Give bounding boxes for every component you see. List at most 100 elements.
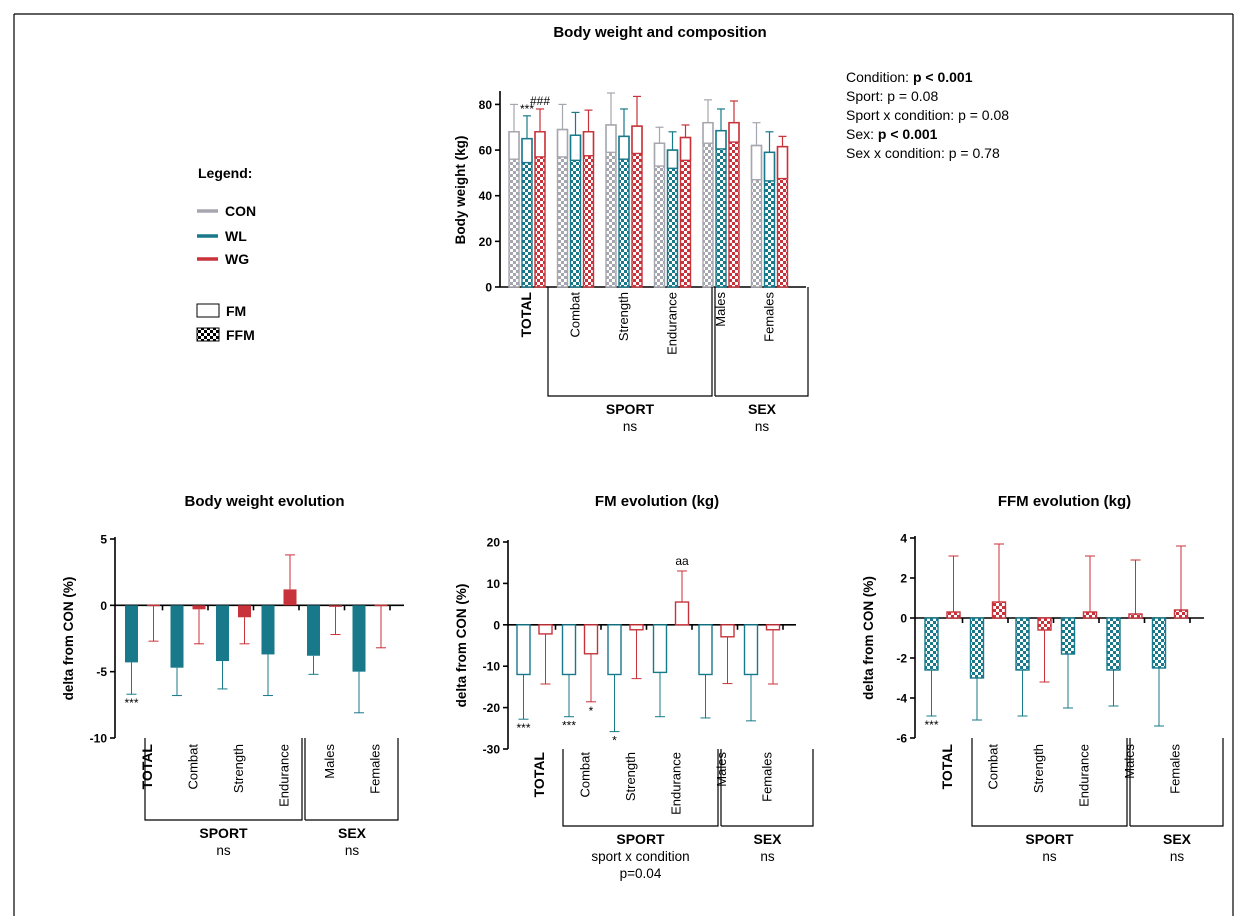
bar bbox=[629, 624, 644, 631]
fm-y-tick-label: 20 bbox=[487, 536, 501, 550]
bw-y-tick-label: -10 bbox=[90, 732, 108, 746]
group-sublabel-sport: ns bbox=[623, 419, 638, 434]
bar bbox=[374, 604, 388, 607]
x-category-label: Strength bbox=[231, 744, 246, 793]
bar-fm bbox=[534, 131, 546, 158]
bw-y-label: delta from CON (%) bbox=[61, 577, 76, 701]
x-category-label: Combat bbox=[986, 744, 1001, 790]
top-y-tick-label: 80 bbox=[479, 98, 493, 112]
bw-title: Body weight evolution bbox=[185, 493, 345, 510]
x-category-label: Females bbox=[368, 744, 383, 794]
x-category-label: Endurance bbox=[1077, 744, 1092, 807]
bar-fm bbox=[605, 124, 617, 154]
group-label-sport: SPORT bbox=[1025, 831, 1074, 847]
ffm-bracket-sex bbox=[1130, 738, 1224, 827]
top-y-tick-label: 20 bbox=[479, 235, 493, 249]
bar-ffm bbox=[522, 162, 532, 287]
bar bbox=[170, 605, 184, 668]
legend-label-wg: WG bbox=[225, 251, 249, 267]
significance-label: *** bbox=[124, 696, 138, 710]
group-sublabel-sex: ns bbox=[760, 849, 775, 864]
legend-label-wl: WL bbox=[225, 228, 247, 244]
x-category-label: Combat bbox=[568, 292, 583, 338]
bar-outline bbox=[715, 129, 727, 288]
bar-outline bbox=[556, 128, 569, 288]
bar bbox=[352, 605, 366, 672]
significance-label: * bbox=[612, 734, 617, 748]
x-category-label: Females bbox=[1168, 744, 1183, 794]
bar-outline bbox=[702, 121, 714, 288]
bar bbox=[538, 624, 553, 635]
bar bbox=[743, 624, 759, 676]
bar bbox=[561, 624, 577, 676]
bar-fm bbox=[582, 131, 595, 157]
legend-swatch-ffm bbox=[196, 327, 220, 342]
fm-title: FM evolution (kg) bbox=[595, 493, 719, 510]
bar bbox=[516, 624, 531, 676]
bar bbox=[238, 605, 251, 618]
bar bbox=[1082, 611, 1098, 619]
ffm-title: FFM evolution (kg) bbox=[998, 493, 1131, 510]
legend-swatch-fm bbox=[196, 303, 220, 318]
bar-fm bbox=[631, 125, 643, 155]
bar bbox=[1173, 609, 1189, 619]
bar bbox=[125, 605, 138, 663]
significance-label: *** bbox=[562, 719, 576, 733]
bar bbox=[1015, 617, 1030, 671]
group-label-sex: SEX bbox=[748, 401, 777, 417]
bar-outline bbox=[631, 125, 643, 288]
x-category-label: TOTAL bbox=[139, 744, 155, 790]
bar-outline bbox=[728, 121, 740, 288]
bw-y-tick-label: 5 bbox=[100, 533, 107, 547]
significance-label: *** bbox=[924, 718, 938, 732]
group-sublabel-sex: ns bbox=[345, 843, 360, 858]
x-category-label: Females bbox=[760, 752, 775, 802]
x-category-label: Strength bbox=[1031, 744, 1046, 793]
bar bbox=[1037, 617, 1052, 631]
bar-ffm bbox=[764, 180, 775, 287]
bar bbox=[192, 605, 206, 610]
significance-label: *** bbox=[520, 102, 534, 116]
legend-label-con: CON bbox=[225, 203, 256, 219]
significance-label: * bbox=[589, 704, 594, 718]
bar bbox=[283, 589, 297, 606]
bar-outline bbox=[666, 149, 679, 288]
fm-y-tick-label: -10 bbox=[483, 660, 501, 674]
ffm-y-tick-label: -4 bbox=[896, 692, 907, 706]
bar-ffm bbox=[703, 143, 713, 287]
group-sublabel-sport: p=0.04 bbox=[620, 866, 662, 881]
stat-sex: Sex: p < 0.001 bbox=[846, 126, 938, 142]
group-sublabel-sex: ns bbox=[755, 419, 770, 434]
top-y-tick-label: 0 bbox=[485, 281, 492, 295]
group-sublabel-sex: ns bbox=[1170, 849, 1185, 864]
bar bbox=[583, 624, 599, 655]
group-label-sex: SEX bbox=[753, 831, 782, 847]
x-category-label: Endurance bbox=[669, 752, 684, 815]
top-bracket-sport bbox=[547, 287, 713, 397]
stat-condition: Condition: p < 0.001 bbox=[846, 69, 973, 85]
x-category-label: TOTAL bbox=[531, 752, 547, 798]
bar-ffm bbox=[632, 153, 642, 287]
ffm-y-tick-label: 2 bbox=[900, 572, 907, 586]
bar-fm bbox=[556, 128, 569, 158]
bar-fm bbox=[702, 121, 714, 144]
bar-fm bbox=[508, 131, 520, 160]
bar-fm bbox=[728, 121, 740, 143]
bar-ffm bbox=[619, 159, 629, 287]
bw-bracket-sport bbox=[144, 738, 303, 821]
bar-fm bbox=[569, 134, 582, 162]
ffm-y-tick-label: 4 bbox=[900, 532, 907, 546]
group-label-sport: SPORT bbox=[606, 401, 655, 417]
bar-ffm bbox=[751, 179, 762, 287]
fm-y-label: delta from CON (%) bbox=[454, 584, 469, 708]
group-label-sex: SEX bbox=[1163, 831, 1192, 847]
ffm-y-tick-label: -2 bbox=[896, 652, 907, 666]
stat-sport: Sport: p = 0.08 bbox=[846, 88, 938, 104]
bar bbox=[607, 624, 622, 676]
bar-fm bbox=[679, 136, 692, 162]
x-category-label: Males bbox=[322, 744, 337, 779]
bar-ffm bbox=[509, 159, 519, 287]
group-sublabel-sport: ns bbox=[1042, 849, 1057, 864]
bar bbox=[147, 604, 160, 607]
fm-bracket-sex bbox=[721, 749, 814, 827]
